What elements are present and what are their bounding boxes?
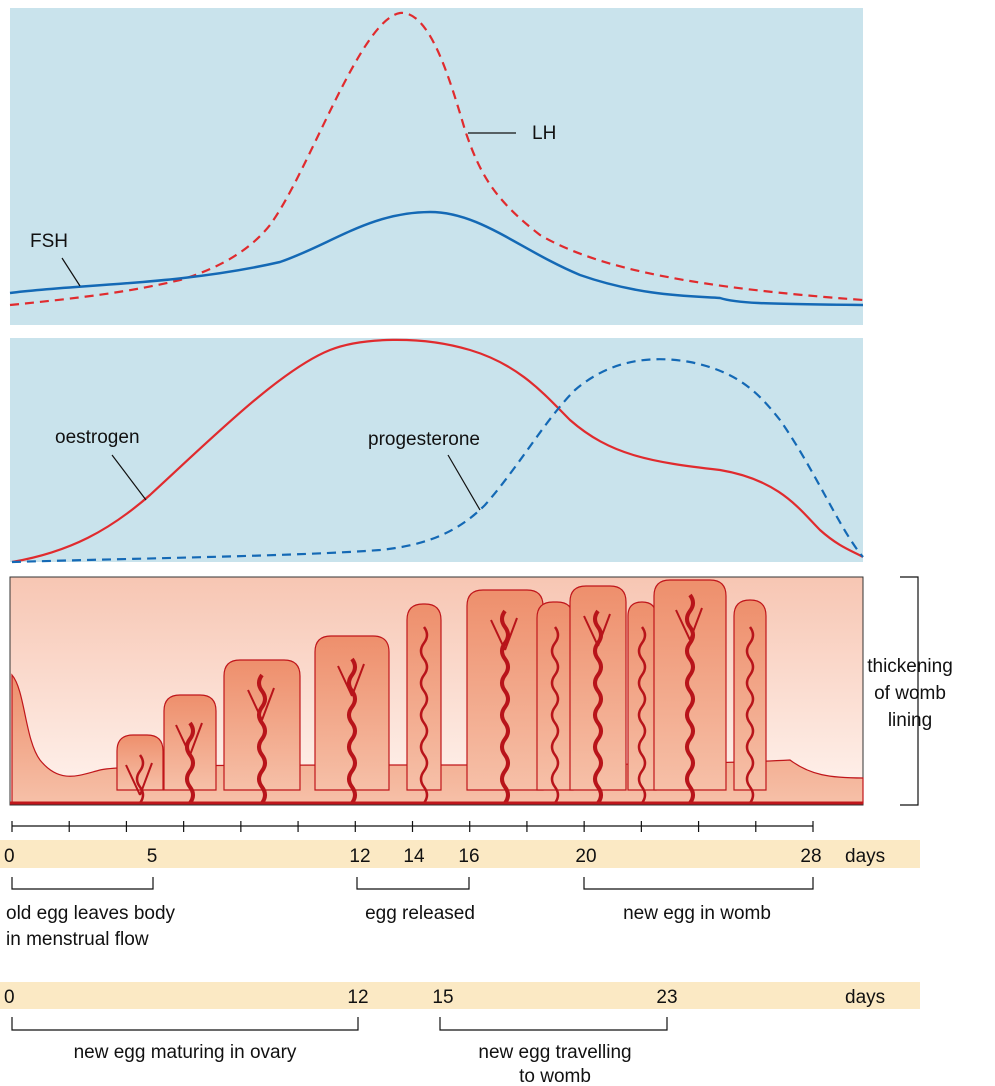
bracket xyxy=(583,877,814,890)
bracket xyxy=(11,877,154,890)
tick-label: 23 xyxy=(656,987,677,1008)
blood-vessel xyxy=(419,626,429,804)
tick-label: 14 xyxy=(403,846,425,867)
blood-vessel xyxy=(490,617,518,651)
lining-fold xyxy=(653,579,727,791)
fsh-label: FSH xyxy=(30,231,68,252)
unit-label: days xyxy=(845,846,885,867)
pointer xyxy=(447,454,481,511)
bracket xyxy=(11,1017,359,1031)
blood-vessel xyxy=(500,609,510,805)
tick-label: 12 xyxy=(349,846,370,867)
tick-label: 28 xyxy=(800,846,821,867)
tick-label: 12 xyxy=(347,987,368,1008)
lh-label: LH xyxy=(532,123,556,144)
womb-label: lining xyxy=(888,710,932,731)
blood-vessel xyxy=(125,762,153,796)
womb-label: of womb xyxy=(874,683,946,704)
bracket xyxy=(356,877,470,890)
bracket xyxy=(900,576,919,806)
pointer xyxy=(111,454,147,501)
period-label: new egg maturing in ovary xyxy=(74,1042,297,1063)
tick-label: 0 xyxy=(4,987,15,1008)
tick-label: 20 xyxy=(575,846,596,867)
panel-bg xyxy=(10,338,863,562)
period-label: to womb xyxy=(519,1066,591,1086)
fsh-curve xyxy=(9,210,864,307)
blood-vessel xyxy=(135,754,145,804)
pointer xyxy=(61,257,81,287)
blood-vessel xyxy=(637,626,647,804)
blood-vessel xyxy=(347,657,357,805)
blood-vessel xyxy=(247,687,275,721)
blood-vessel xyxy=(583,613,611,647)
lh-curve xyxy=(9,11,864,307)
progesterone-label: progesterone xyxy=(368,429,480,450)
blood-vessel xyxy=(337,663,365,697)
blood-vessel xyxy=(745,626,755,804)
period-label: new egg travelling xyxy=(478,1042,631,1063)
tick-label: 0 xyxy=(4,846,15,867)
lining-fold xyxy=(116,734,164,791)
period-label: in menstrual flow xyxy=(6,929,149,950)
unit-label: days xyxy=(845,987,885,1008)
blood-vessel xyxy=(675,607,703,641)
lining-fold xyxy=(406,603,442,791)
blood-vessel xyxy=(175,722,203,756)
blood-vessel xyxy=(685,593,695,805)
lining-fold xyxy=(733,599,767,791)
blood-vessel xyxy=(593,609,603,805)
womb-label: thickening xyxy=(867,656,953,677)
tick-label: 16 xyxy=(458,846,479,867)
period-label: new egg in womb xyxy=(623,903,771,924)
period-label: old egg leaves body xyxy=(6,903,176,924)
panel-bg xyxy=(10,8,863,325)
lining-fold xyxy=(536,601,574,791)
blood-vessel xyxy=(550,626,560,804)
blood-vessel xyxy=(257,673,267,805)
lining-fold xyxy=(627,601,657,791)
period-label: egg released xyxy=(365,903,475,924)
oestrogen-label: oestrogen xyxy=(55,427,140,448)
timeline-band xyxy=(0,840,920,868)
blood-vessel xyxy=(185,721,195,805)
timeline-band xyxy=(0,982,920,1009)
tick-label: 5 xyxy=(147,846,158,867)
tick-label: 15 xyxy=(432,987,453,1008)
oestrogen-curve xyxy=(11,338,864,564)
bracket xyxy=(439,1017,668,1031)
womb-lining xyxy=(11,579,864,805)
progesterone-curve xyxy=(11,358,864,564)
lining-fold xyxy=(314,635,390,791)
